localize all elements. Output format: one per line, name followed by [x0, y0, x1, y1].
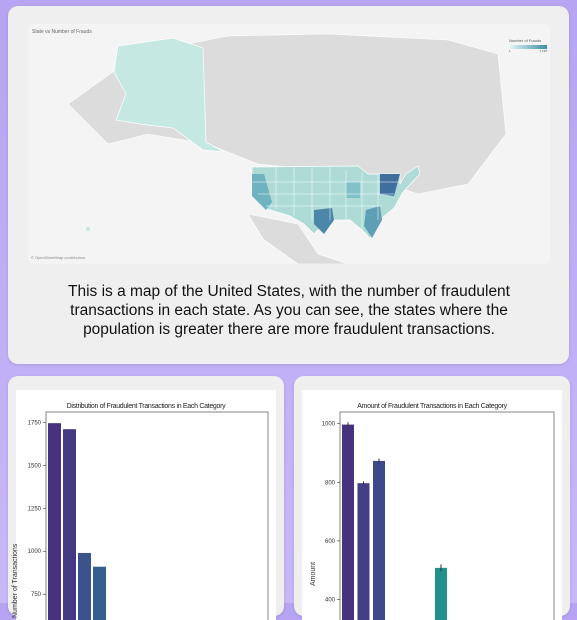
legend-color-scale: [509, 45, 547, 49]
map-legend: Number of Frauds 1 1,195: [509, 38, 549, 68]
us-fraud-map[interactable]: State vs Number of Frauds © OpenStreetMa…: [28, 24, 550, 264]
bar: [63, 429, 76, 620]
map-attribution: © OpenStreetMap contributors: [31, 255, 86, 260]
legend-min: 1: [509, 49, 511, 53]
chart-svg: 750 1000 1250 1500 1750: [28, 411, 269, 620]
map-card: State vs Number of Frauds © OpenStreetMa…: [8, 6, 569, 364]
alaska: [113, 37, 225, 153]
bar: [342, 424, 354, 620]
chart-svg: 400 600 800 1000: [322, 411, 555, 620]
map-graphic: [28, 24, 550, 264]
y-tick-label: 1250: [28, 506, 42, 512]
category-amount-card: Amount of Fraudulent Transactions in Eac…: [294, 376, 570, 620]
chart-title: Distribution of Fraudulent Transactions …: [66, 403, 226, 410]
y-tick-label: 1500: [28, 463, 42, 469]
y-tick-label: 1750: [28, 420, 42, 426]
map-title: State vs Number of Frauds: [32, 29, 92, 35]
y-tick-label: 1000: [28, 549, 42, 555]
y-axis-label: Number of Transactions: [12, 543, 19, 618]
category-amount-chart: Amount of Fraudulent Transactions in Eac…: [302, 390, 562, 620]
y-tick-label: 600: [325, 539, 336, 545]
bar: [78, 552, 91, 620]
bar: [48, 423, 61, 620]
bar: [373, 460, 385, 620]
plot-frame: [45, 411, 269, 620]
bar: [435, 567, 447, 620]
category-count-chart: Distribution of Fraudulent Transactions …: [12, 390, 276, 620]
plot-frame: [339, 411, 555, 620]
y-tick-label: 400: [325, 597, 336, 603]
category-count-card: Distribution of Fraudulent Transactions …: [8, 376, 284, 620]
y-tick-label: 800: [325, 480, 336, 486]
chart-title: Amount of Fraudulent Transactions in Eac…: [357, 403, 507, 410]
y-tick-label: 750: [31, 592, 42, 598]
bar: [93, 566, 106, 620]
legend-max: 1,195: [539, 49, 547, 53]
y-axis-label: Amount: [310, 561, 317, 586]
legend-title: Number of Frauds: [509, 38, 542, 43]
y-tick-label: 1000: [322, 422, 336, 428]
bar: [357, 483, 370, 620]
map-description: This is a map of the United States, with…: [68, 283, 510, 338]
